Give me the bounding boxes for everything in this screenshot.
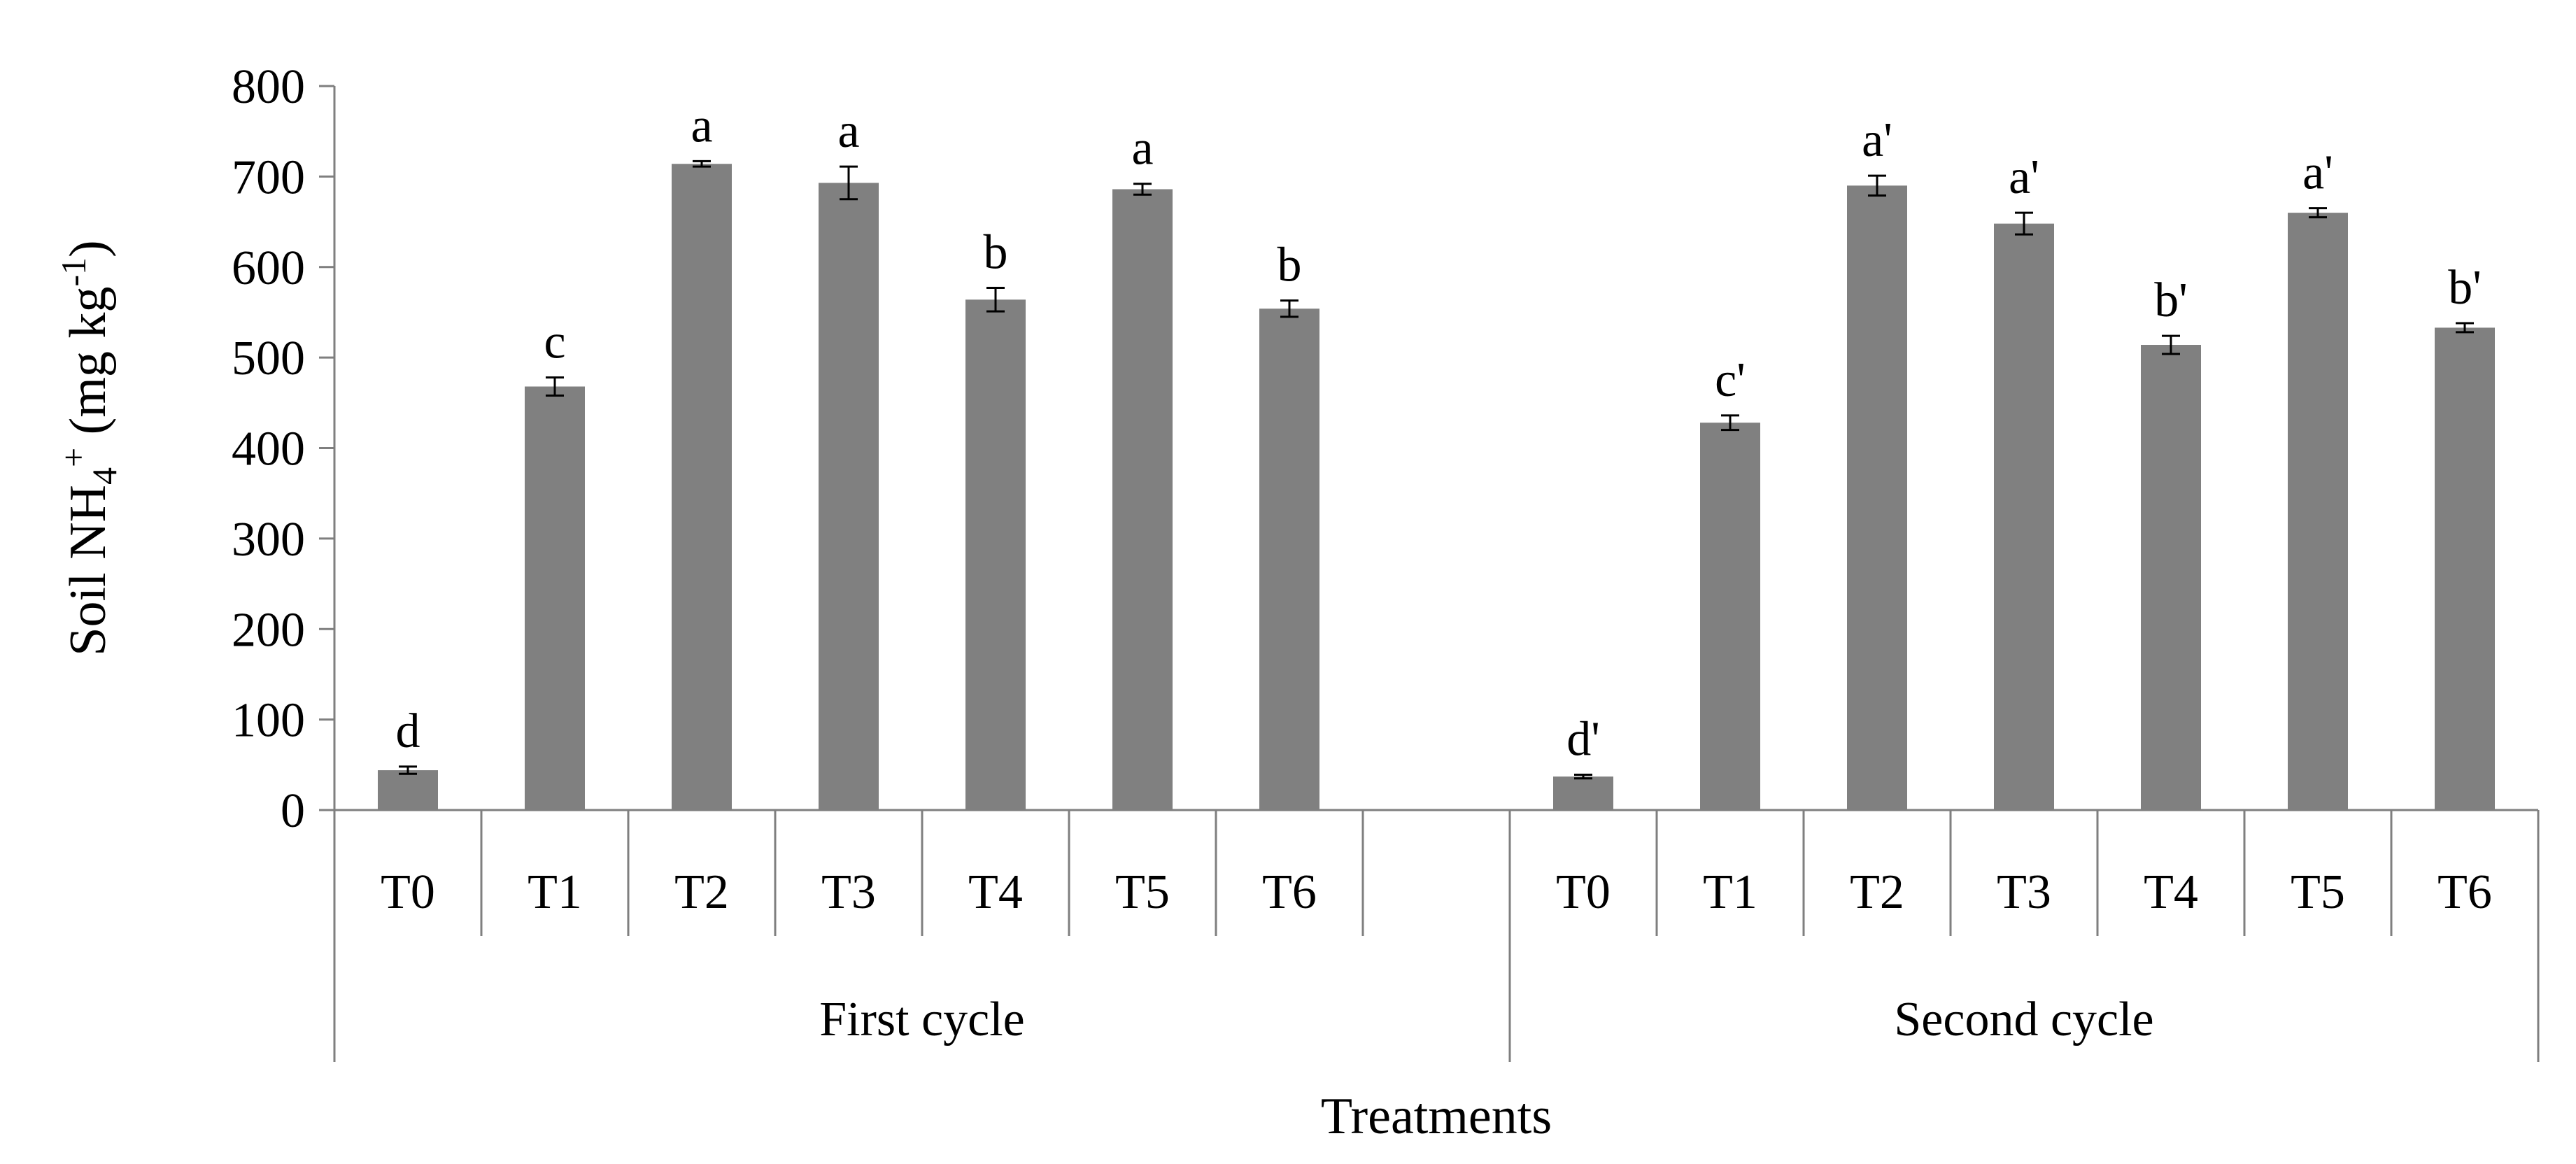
y-tick-label: 700 [232, 150, 305, 204]
y-title-exponent: -1 [54, 257, 93, 287]
group-label: First cycle [819, 993, 1025, 1046]
significance-letter: a' [2302, 146, 2333, 200]
y-title-superscript: + [54, 448, 93, 467]
x-tick-label: T1 [528, 865, 582, 919]
bar [378, 770, 438, 810]
group-label: Second cycle [1894, 993, 2153, 1046]
x-tick-label: T0 [1556, 865, 1611, 919]
y-tick-label: 600 [232, 241, 305, 295]
y-tick-label: 100 [232, 694, 305, 748]
y-tick-label: 800 [232, 60, 305, 114]
x-tick-label: T3 [821, 865, 876, 919]
significance-letter: b' [2154, 274, 2188, 327]
x-tick-label: T6 [1262, 865, 1317, 919]
bar [672, 164, 732, 810]
y-title-prefix: Soil NH [59, 485, 117, 656]
significance-letter: b [1278, 239, 1302, 292]
y-tick-label: 500 [232, 332, 305, 385]
y-axis-title: Soil NH4+ (mg kg-1) [54, 240, 124, 655]
y-tick-label: 200 [232, 603, 305, 657]
bar [819, 183, 879, 810]
bar [1259, 308, 1319, 810]
significance-letter: b [984, 226, 1008, 280]
x-tick-label: T2 [1850, 865, 1904, 919]
bar [965, 299, 1026, 810]
bar [1553, 776, 1613, 810]
y-title-close: ) [59, 240, 117, 257]
x-tick-label: T1 [1703, 865, 1757, 919]
bar [2288, 213, 2348, 810]
y-tick-label: 400 [232, 423, 305, 476]
significance-letter: c [544, 315, 565, 369]
x-tick-label: T3 [1997, 865, 2051, 919]
y-title-unit: (mg kg [59, 287, 117, 448]
significance-letter: a [1131, 122, 1153, 176]
x-tick-label: T6 [2437, 865, 2492, 919]
bar [2141, 345, 2201, 810]
x-tick-label: T5 [2291, 865, 2345, 919]
x-axis-title: Treatments [1321, 1088, 1552, 1145]
y-tick-label: 300 [232, 513, 305, 567]
significance-letter: b' [2448, 261, 2482, 315]
bar [1700, 423, 1760, 810]
bar [2435, 327, 2495, 810]
x-tick-label: T5 [1115, 865, 1170, 919]
significance-letter: c' [1715, 353, 1746, 407]
x-tick-label: T4 [968, 865, 1023, 919]
x-tick-label: T0 [381, 865, 435, 919]
significance-letter: a' [1862, 113, 1892, 167]
x-tick-label: T4 [2144, 865, 2198, 919]
y-axis-title-text: Soil NH4+ (mg kg-1) [54, 240, 124, 655]
bar [1994, 223, 2054, 810]
bar [1112, 189, 1173, 810]
bar [525, 386, 585, 810]
significance-letter: a' [2009, 150, 2039, 204]
bar [1847, 185, 1907, 810]
significance-letter: a [837, 104, 859, 158]
y-title-subscript: 4 [85, 467, 124, 485]
significance-letter: d' [1566, 713, 1600, 767]
x-tick-label: T2 [674, 865, 729, 919]
significance-letter: a [691, 99, 712, 152]
significance-letter: d [396, 704, 420, 758]
y-tick-label: 0 [281, 784, 305, 838]
